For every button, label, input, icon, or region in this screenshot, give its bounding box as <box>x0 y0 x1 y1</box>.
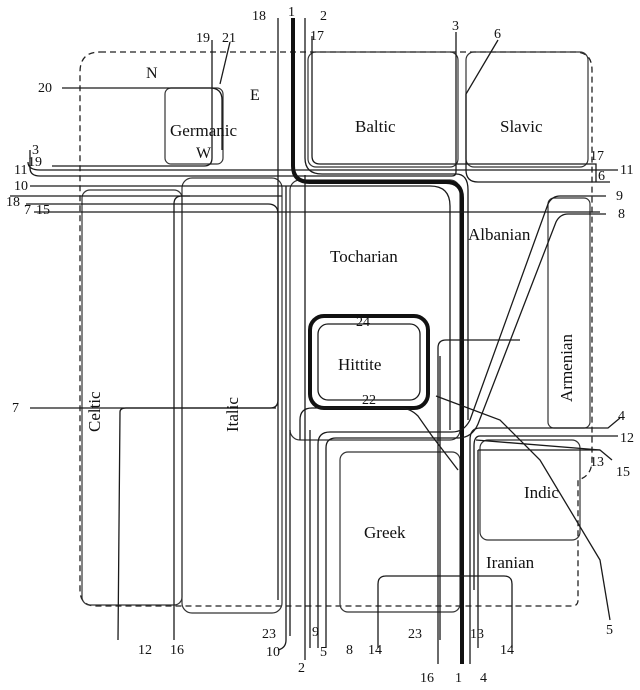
isogloss-4-line <box>469 417 621 664</box>
indic-box <box>479 439 581 541</box>
isogloss-number: 17 <box>310 29 324 44</box>
isogloss-number: 24 <box>356 315 370 330</box>
isogloss-number: 12 <box>138 643 152 658</box>
isogloss-number: 19 <box>196 31 210 46</box>
isogloss-10-line <box>30 185 451 651</box>
slavic-label: Slavic <box>500 117 543 136</box>
isogloss-number: 22 <box>362 393 376 408</box>
isogloss-number: 11 <box>14 163 27 178</box>
isogloss-number: 1 <box>455 671 462 686</box>
isogloss-12-line <box>117 407 618 641</box>
region-boundary <box>79 51 593 607</box>
isogloss-number: 13 <box>590 455 604 470</box>
isogloss-number: 18 <box>252 9 266 24</box>
indic-label: Indic <box>524 483 559 502</box>
isogloss-number: 9 <box>616 189 623 204</box>
isogloss-22-line <box>299 407 459 471</box>
isogloss-number: 6 <box>494 27 501 42</box>
isogloss-9-line <box>317 195 606 648</box>
tocharian-label: Tocharian <box>330 247 398 266</box>
isogloss-13-line <box>477 449 600 648</box>
isogloss-number: 15 <box>616 465 630 480</box>
isogloss-number: 3 <box>32 143 39 158</box>
isogloss-number: 12 <box>620 431 634 446</box>
hittite-inner-box <box>317 323 421 401</box>
isogloss-number: 7 <box>24 203 31 218</box>
isogloss-number: 16 <box>420 671 434 686</box>
isogloss-number: 3 <box>452 19 459 34</box>
isogloss-2-line <box>304 18 469 660</box>
isogloss-14-line <box>377 575 513 648</box>
isogloss-number: 2 <box>320 9 327 24</box>
isogloss-17-line <box>311 36 597 182</box>
isogloss-16-line <box>173 195 520 664</box>
isogloss-number: 13 <box>470 627 484 642</box>
isogloss-number: 2 <box>298 661 305 676</box>
isogloss-number: 21 <box>222 31 236 46</box>
isogloss-23-line <box>289 356 441 640</box>
isogloss-5-line <box>309 395 611 648</box>
isogloss-number: 20 <box>38 81 52 96</box>
isogloss-number: 23 <box>262 627 276 642</box>
isogloss-number: 5 <box>606 623 613 638</box>
isogloss-number: 17 <box>590 149 604 164</box>
albanian-label: Albanian <box>468 225 531 244</box>
isogloss-20-line <box>62 87 223 150</box>
isogloss-number: 4 <box>480 671 487 686</box>
iranian-label: Iranian <box>486 553 535 572</box>
armenian-label: Armenian <box>557 334 576 402</box>
compass-north: N <box>146 65 158 82</box>
isogloss-11-line <box>27 161 618 171</box>
germanic-label: Germanic <box>170 121 237 140</box>
isogloss-number: 1 <box>288 5 295 20</box>
baltic-label: Baltic <box>355 117 396 136</box>
compass-west: W <box>196 145 212 162</box>
isogloss-7-line <box>26 203 279 409</box>
isogloss-1-line <box>291 18 464 664</box>
isogloss-number: 23 <box>408 627 422 642</box>
isogloss-number: 14 <box>500 643 514 658</box>
isogloss-number: 4 <box>618 409 625 424</box>
isogloss-number: 10 <box>14 179 28 194</box>
isogloss-19-line <box>52 40 213 167</box>
isogloss-number: 8 <box>618 207 625 222</box>
isogloss-8-line <box>325 213 606 648</box>
isogloss-15-line <box>34 211 613 461</box>
isogloss-number: 16 <box>170 643 184 658</box>
slavic-box <box>465 51 589 168</box>
isogloss-number: 7 <box>12 401 19 416</box>
celtic-label: Celtic <box>85 391 104 432</box>
isogloss-number: 8 <box>346 643 353 658</box>
hittite-label: Hittite <box>338 355 381 374</box>
baltic-box <box>307 51 459 168</box>
italic-box <box>181 177 283 614</box>
isogloss-number: 14 <box>368 643 382 658</box>
isogloss-18-line <box>10 18 282 600</box>
isogloss-number: 15 <box>36 203 50 218</box>
greek-label: Greek <box>364 523 406 542</box>
isogloss-number: 9 <box>312 625 319 640</box>
isogloss-number: 19 <box>28 155 42 170</box>
isogloss-number: 5 <box>320 645 327 660</box>
isogloss-number: 10 <box>266 645 280 660</box>
isogloss-3-line <box>29 32 457 177</box>
isogloss-21-line <box>219 41 231 85</box>
compass-east: E <box>250 87 260 104</box>
isogloss-number: 6 <box>598 169 605 184</box>
italic-label: Italic <box>223 397 242 432</box>
isogloss-number: 11 <box>620 163 633 178</box>
isogloss-number: 18 <box>6 195 20 210</box>
